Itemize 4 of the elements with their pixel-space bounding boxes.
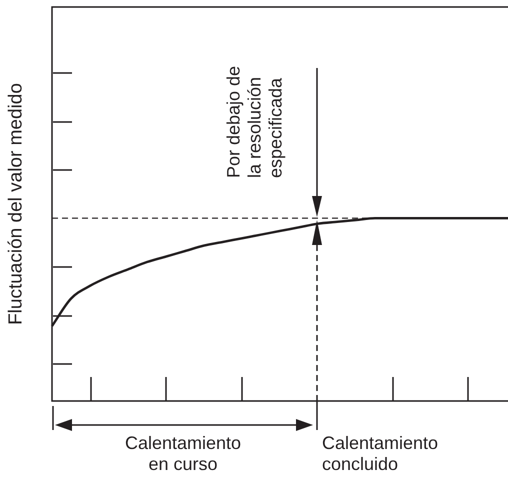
y-axis-title: Fluctuación del valor medido (6, 83, 26, 325)
text: Por debajo de la resolución especificada (224, 66, 286, 178)
text: Calentamiento concluido (322, 433, 438, 475)
text: Calentamiento en curso (124, 433, 242, 475)
